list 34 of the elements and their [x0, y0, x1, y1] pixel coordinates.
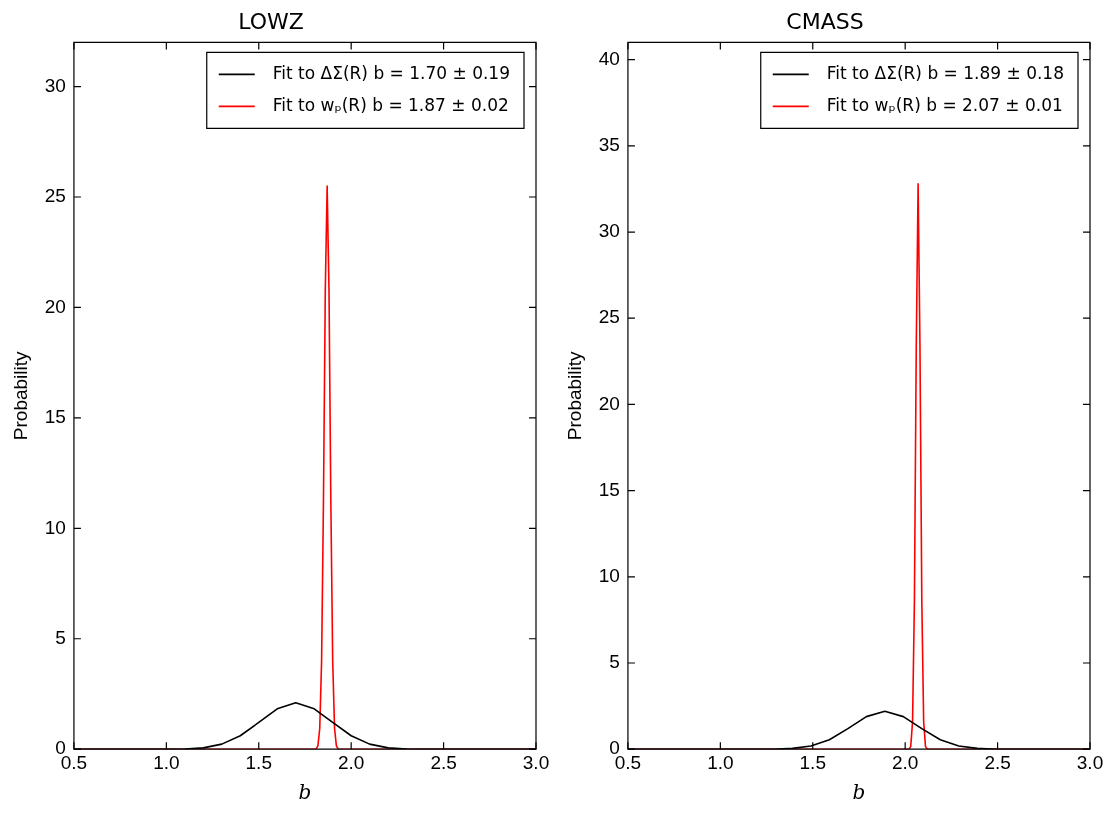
y-tick-label: 5 [55, 627, 66, 648]
y-tick-label: 20 [598, 392, 620, 414]
legend-label: Fit to ΔΣ(R) b = 1.89 ± 0.18 [826, 62, 1065, 83]
x-tick-label: 1.0 [707, 751, 734, 773]
y-tick-label: 25 [598, 306, 620, 328]
x-axis-title: b [852, 780, 866, 805]
y-tick-label: 25 [44, 185, 66, 207]
y-tick-label: 20 [44, 295, 66, 317]
x-tick-label: 3.0 [522, 751, 550, 773]
chart-title: CMASS [786, 8, 864, 34]
y-tick-label: 10 [44, 516, 66, 538]
y-tick-label: 10 [598, 565, 620, 587]
y-axis-title: Probability [563, 350, 585, 441]
x-tick-label: 2.0 [891, 751, 919, 773]
x-tick-label: 1.5 [799, 751, 826, 773]
y-tick-label: 15 [44, 406, 66, 428]
x-tick-label: 3.0 [1076, 751, 1104, 773]
x-tick-label: 1.5 [245, 751, 272, 773]
y-tick-label: 5 [609, 651, 620, 673]
x-tick-label: 1.0 [153, 751, 180, 773]
chart-title: LOWZ [238, 8, 304, 34]
x-axis-title: b [298, 780, 312, 805]
y-tick-label: 15 [598, 478, 620, 500]
x-tick-label: 2.5 [984, 751, 1011, 773]
y-tick-label: 40 [598, 47, 620, 69]
y-axis-title: Probability [9, 350, 31, 441]
legend-label: Fit to wₚ(R) b = 2.07 ± 0.01 [826, 94, 1063, 115]
legend-label: Fit to ΔΣ(R) b = 1.70 ± 0.19 [272, 62, 511, 83]
y-tick-label: 30 [44, 74, 66, 96]
y-tick-label: 30 [598, 220, 620, 242]
x-tick-label: 2.5 [430, 751, 457, 773]
y-tick-label: 35 [598, 134, 620, 156]
legend-label: Fit to wₚ(R) b = 1.87 ± 0.02 [272, 94, 509, 115]
x-tick-label: 2.0 [337, 751, 365, 773]
